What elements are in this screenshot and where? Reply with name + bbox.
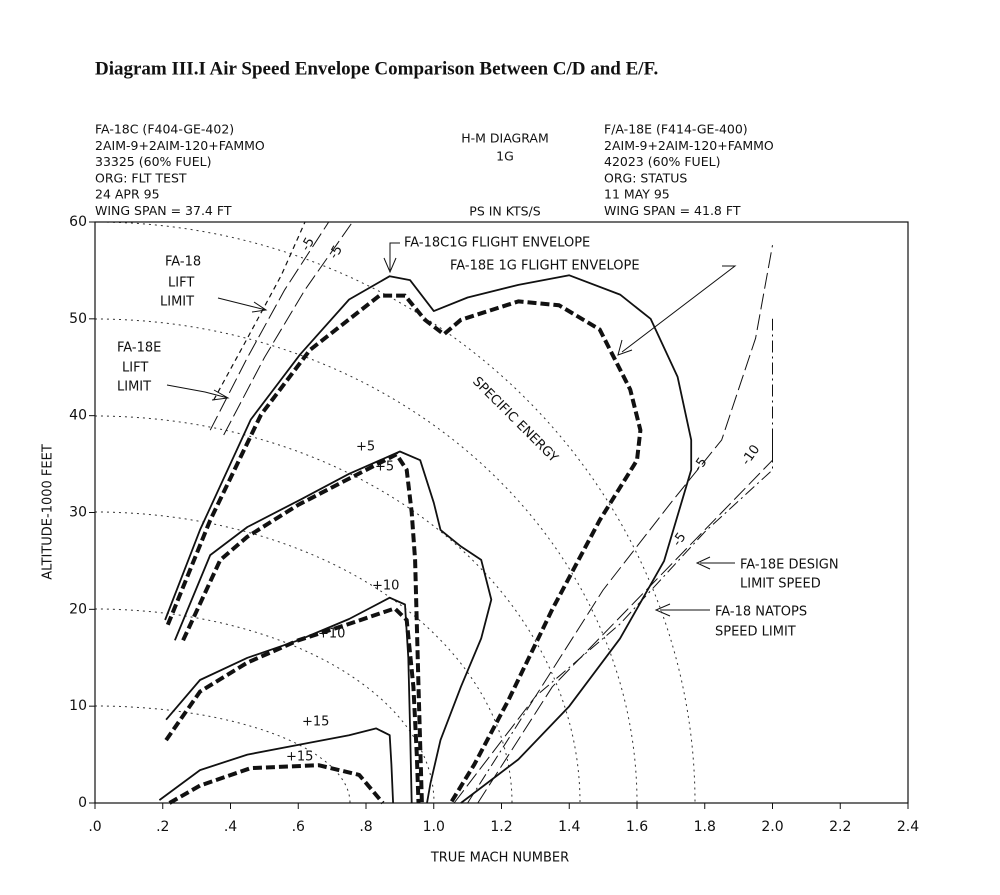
annotation: LIFT	[122, 361, 148, 376]
series-line	[174, 450, 493, 804]
header-line: 2AIM-9+2AIM-120+FAMMO	[604, 138, 774, 153]
y-tick-label: 30	[69, 505, 87, 521]
annotation: LIMIT	[160, 295, 194, 310]
x-tick-label: 2.0	[761, 819, 783, 835]
series-line	[223, 221, 353, 436]
annotation: +15	[302, 715, 329, 730]
series-line	[168, 763, 385, 805]
header-line: 1G	[496, 149, 514, 164]
header-line: PS IN KTS/S	[469, 204, 540, 219]
series-line	[453, 245, 773, 804]
series-line	[165, 293, 643, 805]
annotation: FA-18E DESIGN	[740, 558, 839, 573]
annotation: -10	[739, 442, 763, 468]
annotation: SPEED LIMIT	[715, 625, 796, 640]
header-line: 2AIM-9+2AIM-120+FAMMO	[95, 138, 265, 153]
header-line: ORG: FLT TEST	[95, 170, 187, 185]
series-line	[164, 606, 421, 804]
header-line: 11 MAY 95	[604, 187, 670, 202]
y-tick-label: 20	[69, 601, 87, 617]
annotation: LIMIT	[117, 380, 151, 395]
y-tick-label: 50	[69, 311, 87, 327]
energy-contours	[94, 221, 696, 804]
series-line	[209, 221, 330, 431]
annotation: +15	[286, 750, 313, 765]
x-tick-label: .4	[224, 819, 237, 835]
annotation: +5	[356, 440, 375, 455]
header-center: H-M DIAGRAM 1G PS IN KTS/S	[461, 131, 549, 219]
y-tick-label: 40	[69, 408, 87, 424]
header-line: WING SPAN = 41.8 FT	[604, 203, 741, 218]
y-tick-label: 60	[69, 214, 87, 230]
annotation: LIFT	[168, 276, 194, 291]
pointer-arrows	[166, 242, 737, 617]
series-line	[213, 221, 306, 401]
header-line: 42023 (60% FUEL)	[604, 154, 720, 169]
x-axis-label: TRUE MACH NUMBER	[430, 851, 569, 866]
header-line: ORG: STATUS	[604, 170, 687, 185]
annotation: LIMIT SPEED	[740, 577, 821, 592]
x-tick-label: .6	[292, 819, 305, 835]
series-line	[158, 727, 394, 804]
x-tick-label: .0	[88, 819, 101, 835]
y-tick-label: 10	[69, 698, 87, 714]
header-left: FA-18C (F404-GE-402)2AIM-9+2AIM-120+FAMM…	[95, 122, 265, 219]
series-line	[477, 439, 773, 804]
annotation: FA-18 NATOPS	[715, 605, 807, 620]
x-tick-label: 1.4	[558, 819, 580, 835]
annotation: +10	[372, 579, 399, 594]
chart-title: Diagram III.I Air Speed Envelope Compari…	[95, 58, 658, 79]
header-line: 33325 (60% FUEL)	[95, 154, 211, 169]
series-line	[467, 318, 773, 804]
x-tick-label: 2.2	[829, 819, 851, 835]
header-line: H-M DIAGRAM	[461, 131, 549, 146]
header-line: 24 APR 95	[95, 187, 160, 202]
annotation: +10	[318, 627, 345, 642]
x-tick-label: 1.0	[423, 819, 445, 835]
annotation: FA-18E 1G FLIGHT ENVELOPE	[450, 259, 640, 274]
series-line	[164, 274, 693, 804]
annotation: FA-18	[165, 255, 201, 270]
x-tick-label: 2.4	[897, 819, 919, 835]
series-line	[181, 452, 424, 804]
annotation: FA-18E	[117, 341, 161, 356]
x-tick-label: .8	[359, 819, 372, 835]
x-tick-label: .2	[156, 819, 169, 835]
x-tick-label: 1.6	[626, 819, 648, 835]
annotation: FA-18C1G FLIGHT ENVELOPE	[404, 236, 590, 251]
y-tick-label: 0	[78, 795, 87, 811]
y-axis-label: ALTITUDE-1000 FEET	[41, 444, 56, 580]
x-tick-label: 1.8	[694, 819, 716, 835]
header-line: FA-18C (F404-GE-402)	[95, 122, 234, 137]
x-tick-label: 1.2	[490, 819, 512, 835]
header-line: WING SPAN = 37.4 FT	[95, 203, 232, 218]
header-right: F/A-18E (F414-GE-400)2AIM-9+2AIM-120+FAM…	[604, 122, 774, 219]
series-line	[165, 596, 413, 804]
header-line: F/A-18E (F414-GE-400)	[604, 122, 748, 137]
annotation: -5	[299, 235, 318, 254]
